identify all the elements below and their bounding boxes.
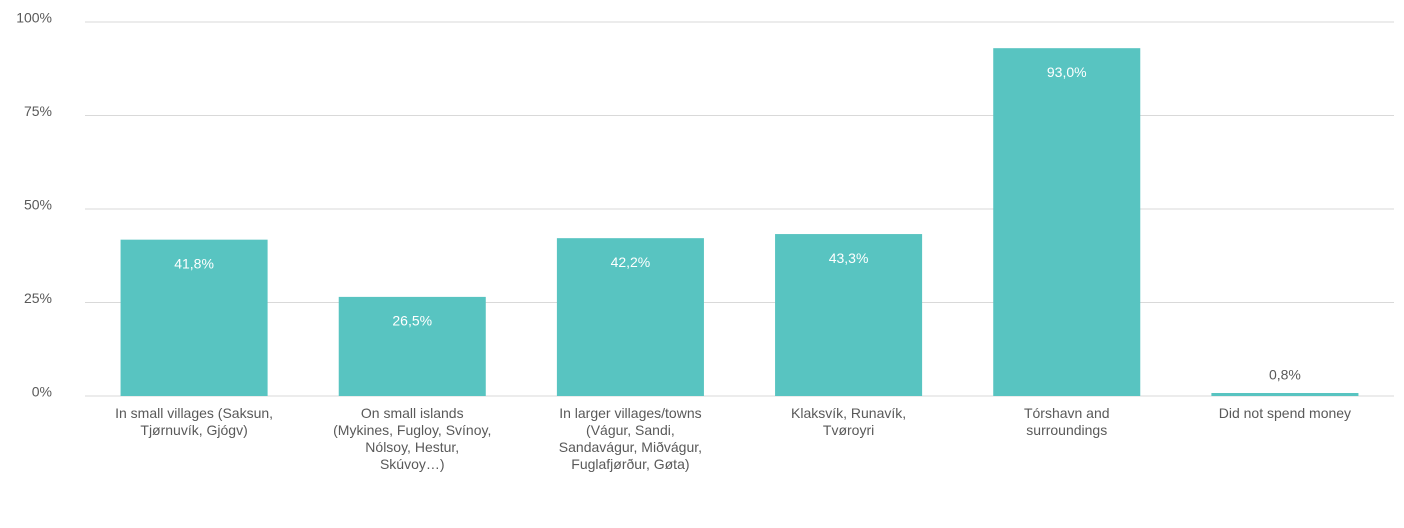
x-tick-label: In larger villages/towns (Vágur, Sandi, … <box>558 405 703 472</box>
data-label: 26,5% <box>392 313 432 329</box>
bar <box>1211 393 1359 396</box>
data-label: 43,3% <box>829 250 869 266</box>
bar <box>338 296 486 396</box>
y-tick-label: 50% <box>24 197 52 213</box>
x-tick-label: Klaksvík, Runavík, Tvøroyri <box>791 405 907 438</box>
x-tick-label: Tórshavn and surroundings <box>1023 405 1110 438</box>
y-tick-label: 100% <box>16 10 52 26</box>
x-tick-label: On small islands (Mykines, Fugloy, Svíno… <box>333 405 492 472</box>
data-label: 93,0% <box>1047 64 1087 80</box>
data-label: 41,8% <box>174 255 214 271</box>
bar <box>556 238 704 396</box>
bar <box>120 239 268 396</box>
x-tick-label: Did not spend money <box>1218 405 1352 421</box>
data-label: 0,8% <box>1269 367 1301 383</box>
data-label: 42,2% <box>611 254 651 270</box>
bar <box>993 48 1141 397</box>
x-tick-label: In small villages (Saksun, Tjørnuvík, Gj… <box>115 405 274 438</box>
y-tick-label: 25% <box>24 290 52 306</box>
y-tick-label: 75% <box>24 103 52 119</box>
bar <box>775 234 923 396</box>
y-tick-label: 0% <box>32 384 52 400</box>
